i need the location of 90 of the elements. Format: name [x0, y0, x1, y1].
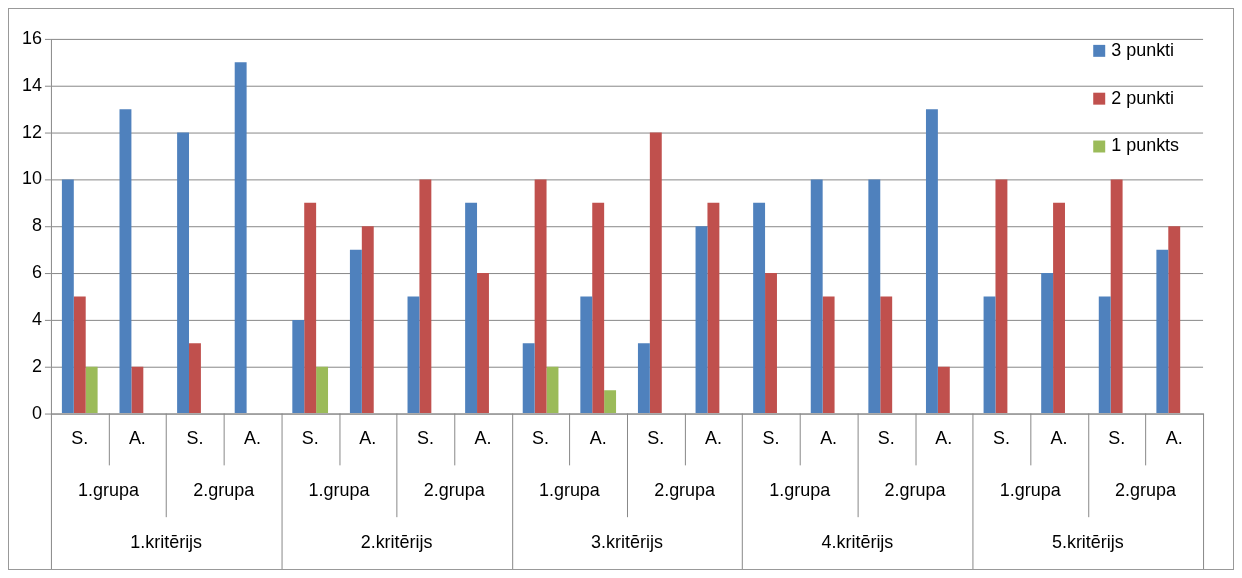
x-tick-label: S.: [762, 428, 780, 449]
legend-label: 2 punkti: [1111, 87, 1175, 108]
x-tick-label: A.: [244, 428, 262, 449]
text: 2.grupa: [1114, 480, 1176, 501]
bar: [1041, 273, 1054, 414]
y-tick-label: 8: [31, 215, 42, 236]
x-tick-label: S.: [416, 428, 434, 449]
bar: [765, 273, 777, 414]
bar: [925, 109, 938, 414]
bar: [1110, 179, 1123, 414]
text: 1.grupa: [769, 480, 831, 501]
bar: [522, 343, 535, 414]
text: 2.grupa: [423, 480, 485, 501]
bar: [316, 366, 329, 414]
bar: [304, 202, 317, 414]
x-tick-label: A.: [704, 428, 722, 449]
x-tick-label: S.: [71, 428, 89, 449]
text: 1.kritērijs: [130, 532, 203, 553]
bar: [707, 202, 720, 414]
bar: [1156, 249, 1169, 414]
x-tick-label: S.: [877, 428, 895, 449]
bar: [937, 366, 950, 414]
bar: [61, 179, 74, 414]
bar: [349, 249, 362, 414]
text: 2.kritērijs: [360, 532, 433, 553]
text: 2.grupa: [654, 480, 716, 501]
text: 5.kritērijs: [1051, 532, 1124, 553]
x-tick-label: A.: [359, 428, 377, 449]
text: 1.grupa: [308, 480, 370, 501]
x-tick-label: S.: [992, 428, 1010, 449]
x-tick-label: A.: [820, 428, 838, 449]
text: 4.kritērijs: [821, 532, 894, 553]
x-tick-label: A.: [1165, 428, 1183, 449]
x-tick-label: S.: [1108, 428, 1126, 449]
bar: [85, 366, 98, 414]
bar: [546, 366, 559, 414]
x-tick-label: A.: [935, 428, 953, 449]
bar: [880, 296, 893, 414]
x-tick-label: A.: [474, 428, 492, 449]
bar: [695, 226, 708, 414]
bar: [189, 343, 201, 414]
bar: [649, 132, 662, 414]
text: 1.grupa: [538, 480, 600, 501]
bar: [592, 202, 605, 414]
bar: [177, 132, 190, 414]
y-tick-label: 2: [31, 355, 42, 376]
text: 2.grupa: [193, 480, 255, 501]
x-tick-label: S.: [186, 428, 204, 449]
bar: [361, 226, 374, 414]
bar: [995, 179, 1008, 414]
bar: [119, 109, 132, 414]
bar: [292, 319, 305, 414]
bar: [983, 296, 996, 414]
bar: [465, 202, 478, 414]
bar: [234, 62, 247, 414]
legend-label: 1 punkts: [1111, 135, 1180, 156]
x-tick-label: A.: [128, 428, 146, 449]
y-tick-label: 12: [22, 121, 42, 142]
bar: [810, 179, 823, 414]
y-tick-label: 14: [22, 74, 42, 95]
x-tick-label: A.: [589, 428, 607, 449]
bar: [73, 296, 86, 414]
bar: [1053, 202, 1065, 414]
y-tick-label: 0: [31, 402, 42, 423]
text: 2.grupa: [884, 480, 946, 501]
x-tick-label: S.: [532, 428, 550, 449]
bar: [407, 296, 420, 414]
bar: [419, 179, 432, 414]
bar: [604, 390, 617, 414]
y-tick-label: 10: [22, 168, 42, 189]
text: 1.grupa: [999, 480, 1061, 501]
text: 1.grupa: [78, 480, 140, 501]
y-tick-label: 6: [31, 262, 42, 282]
bar: [637, 343, 650, 414]
y-tick-label: 16: [22, 27, 42, 48]
bar: [822, 296, 835, 414]
bar: [1168, 226, 1181, 414]
text: 3.kritērijs: [591, 532, 663, 553]
bar: [1098, 296, 1111, 414]
bar: [753, 202, 766, 414]
bar: [580, 296, 593, 414]
x-tick-label: S.: [647, 428, 665, 449]
x-tick-label: A.: [1050, 428, 1068, 449]
bar: [477, 273, 489, 414]
legend-label: 3 punkti: [1111, 39, 1175, 60]
bar: [131, 366, 144, 414]
x-tick-label: S.: [301, 428, 319, 449]
y-tick-label: 4: [31, 308, 42, 329]
bar: [868, 179, 881, 414]
bar: [534, 179, 547, 414]
